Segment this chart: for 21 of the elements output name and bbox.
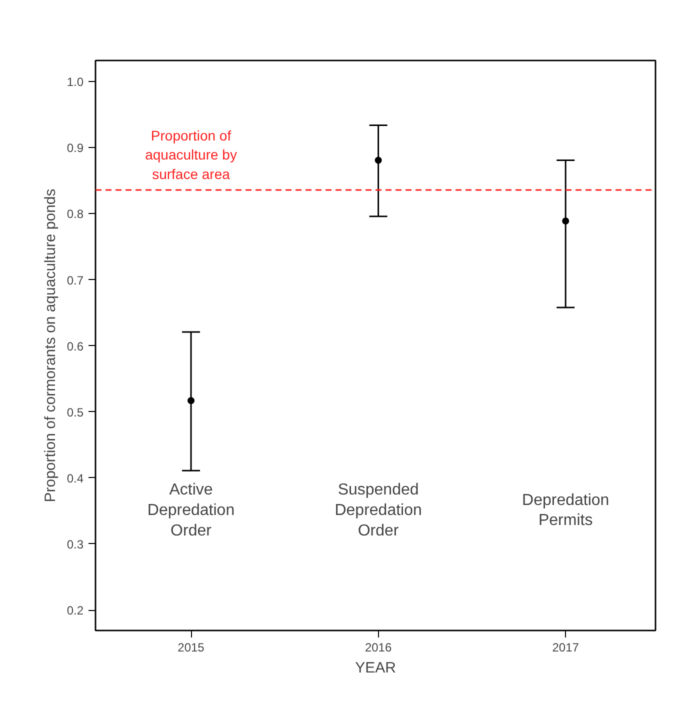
y-tick-label: 0.9 bbox=[66, 141, 84, 156]
y-tick-label: 0.6 bbox=[66, 339, 84, 354]
annotation: Depredation Permits bbox=[522, 492, 610, 530]
point bbox=[188, 397, 195, 404]
y-tick-label: 1.0 bbox=[66, 75, 84, 90]
y-tick-label: 0.2 bbox=[66, 604, 84, 618]
y-axis-title: Proportion of cormorants on aquaculture ponds bbox=[42, 188, 59, 502]
y-tick-label: 0.8 bbox=[66, 207, 84, 222]
x-tick-label: 2015 bbox=[178, 640, 205, 654]
x-tick-label: 2016 bbox=[364, 640, 392, 654]
point bbox=[562, 218, 570, 224]
y-tick-label: 0.4 bbox=[66, 471, 84, 486]
y-tick-label: 0.3 bbox=[66, 537, 84, 552]
y-tick-label: 0.5 bbox=[66, 405, 84, 420]
ref-line-label: Proportion of aquaculture by surface area bbox=[145, 128, 237, 182]
point bbox=[374, 156, 382, 164]
x-tick-label: 2017 bbox=[552, 640, 580, 654]
x-axis-title: YEAR bbox=[355, 660, 396, 676]
y-tick-label: 0.7 bbox=[66, 273, 84, 288]
annotation: Suspended Depredation Order bbox=[334, 482, 422, 540]
annotation: Active Depredation Order bbox=[147, 482, 235, 540]
